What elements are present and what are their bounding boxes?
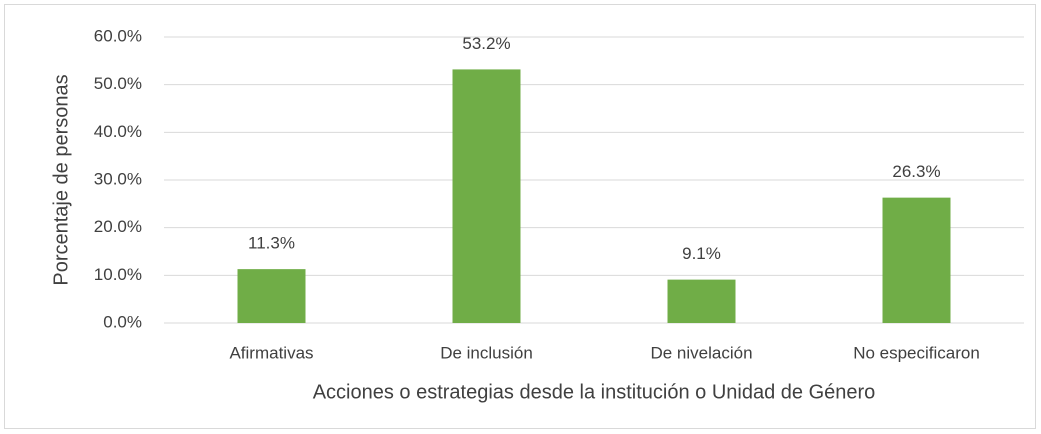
data-label: 11.3% [248, 234, 295, 253]
data-label: 53.2% [462, 34, 510, 53]
bar [667, 279, 736, 323]
y-tick-label: 20.0% [94, 217, 142, 236]
x-tick-label: De nivelación [650, 343, 752, 362]
bar [237, 269, 306, 323]
y-tick-label: 10.0% [94, 265, 142, 284]
bar [882, 197, 951, 323]
y-tick-label: 30.0% [94, 169, 142, 188]
data-label: 9.1% [682, 244, 721, 263]
y-tick-label: 40.0% [94, 122, 142, 141]
data-label: 26.3% [892, 162, 940, 181]
x-tick-label: No especificaron [853, 343, 980, 362]
y-tick-label: 50.0% [94, 74, 142, 93]
y-axis-title: Porcentaje de personas [50, 74, 72, 285]
bar [452, 69, 521, 323]
y-tick-label: 0.0% [103, 312, 142, 331]
x-tick-label: Afirmativas [229, 343, 313, 362]
x-axis-title: Acciones o estrategias desde la instituc… [313, 381, 876, 403]
x-tick-label: De inclusión [440, 343, 533, 362]
y-tick-label: 60.0% [94, 26, 142, 45]
